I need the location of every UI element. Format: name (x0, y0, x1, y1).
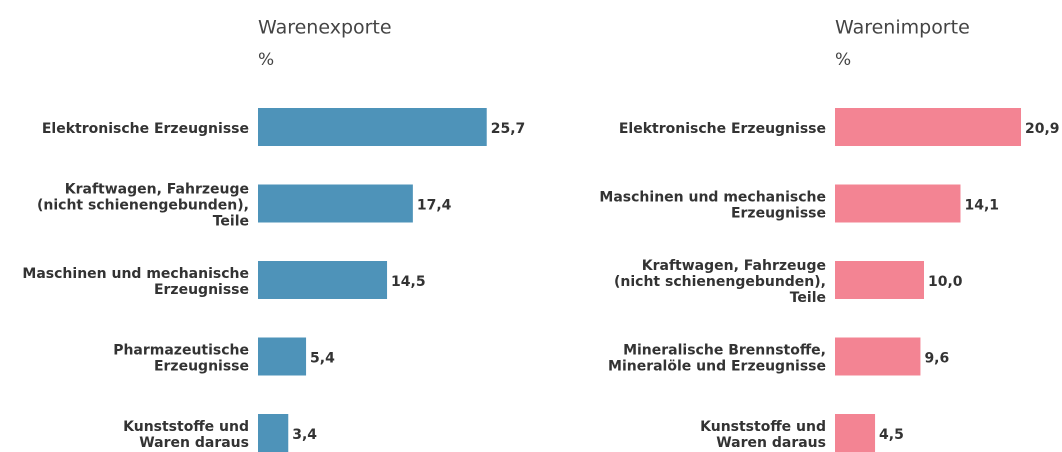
category-label: Kraftwagen, Fahrzeuge (642, 258, 826, 274)
bar (258, 108, 487, 146)
category-label: Erzeugnisse (154, 282, 249, 298)
category-label: (nicht schienengebunden), (37, 198, 249, 214)
value-label: 4,5 (879, 427, 904, 443)
category-label: Kunststoffe und (700, 419, 826, 435)
category-label: Mineralöle und Erzeugnisse (608, 359, 826, 375)
bar (258, 184, 413, 223)
bar (835, 414, 876, 452)
bar (835, 261, 924, 299)
category-label: Teile (213, 214, 249, 230)
bar (835, 184, 961, 223)
chart-title: Warenexporte (258, 17, 392, 39)
bar (835, 108, 1022, 146)
category-label: Maschinen und mechanische (599, 190, 826, 206)
category-label: Erzeugnisse (731, 206, 826, 222)
category-label: Teile (790, 290, 826, 306)
bar (258, 261, 388, 299)
category-label: Maschinen und mechanische (22, 266, 249, 282)
bar (835, 337, 921, 376)
category-label: Mineralische Brennstoffe, (623, 343, 826, 359)
category-label: Kunststoffe und (123, 419, 249, 435)
value-label: 14,1 (964, 198, 999, 214)
chart-title: Warenimporte (835, 17, 970, 39)
value-label: 17,4 (417, 198, 452, 214)
category-label: Elektronische Erzeugnisse (619, 121, 826, 137)
value-label: 10,0 (928, 274, 963, 290)
chart-subtitle: % (835, 50, 851, 70)
bar (258, 414, 289, 452)
value-label: 20,9 (1025, 121, 1060, 137)
category-label: (nicht schienengebunden), (614, 274, 826, 290)
chart-subtitle: % (258, 50, 274, 70)
value-label: 5,4 (310, 351, 335, 367)
value-label: 9,6 (924, 351, 949, 367)
category-label: Elektronische Erzeugnisse (42, 121, 249, 137)
value-label: 25,7 (491, 121, 526, 137)
bar (258, 337, 307, 376)
category-label: Pharmazeutische (113, 343, 249, 359)
category-label: Waren daraus (716, 435, 826, 451)
category-label: Waren daraus (139, 435, 249, 451)
category-label: Kraftwagen, Fahrzeuge (65, 182, 249, 198)
value-label: 3,4 (292, 427, 317, 443)
category-label: Erzeugnisse (154, 359, 249, 375)
value-label: 14,5 (391, 274, 426, 290)
